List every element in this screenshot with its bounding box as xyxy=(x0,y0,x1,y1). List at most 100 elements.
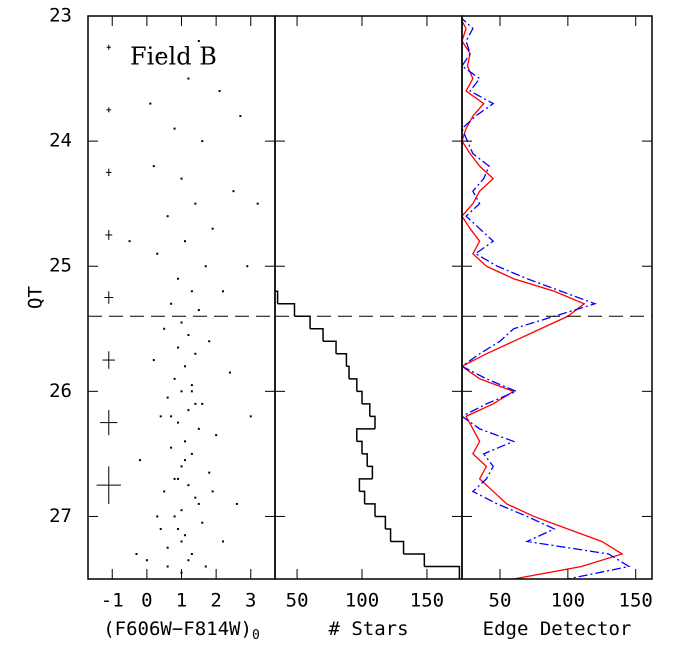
point xyxy=(187,484,190,487)
x-tick-label: 150 xyxy=(410,590,444,612)
point xyxy=(152,359,155,362)
point xyxy=(197,309,200,312)
x-tick-label: 100 xyxy=(345,590,379,612)
point xyxy=(190,390,193,393)
point xyxy=(190,384,193,387)
point xyxy=(222,290,225,293)
point xyxy=(194,496,197,499)
point xyxy=(145,559,148,562)
point xyxy=(180,390,183,393)
point xyxy=(194,352,197,355)
y-tick-label: 25 xyxy=(49,255,72,277)
histogram-step xyxy=(385,528,392,542)
point xyxy=(204,265,207,268)
histogram-step xyxy=(294,315,311,329)
point xyxy=(222,540,225,543)
panel-frame xyxy=(461,15,653,580)
histogram-step xyxy=(243,166,244,179)
y-tick-label: 26 xyxy=(49,380,72,402)
histogram-step xyxy=(261,266,264,279)
point xyxy=(173,127,176,130)
x-axis-label-text: Edge Detector xyxy=(483,618,632,640)
panel-frame xyxy=(274,15,463,580)
point xyxy=(201,521,204,524)
point xyxy=(204,565,207,568)
histogram-step xyxy=(236,141,240,154)
histogram-step xyxy=(362,403,371,417)
point xyxy=(187,334,190,337)
point xyxy=(149,102,152,105)
histogram-step xyxy=(323,340,337,354)
x-tick-label: -1 xyxy=(101,590,124,612)
y-tick-label: 27 xyxy=(49,505,72,527)
histogram-step xyxy=(256,241,259,254)
point xyxy=(208,471,211,474)
point xyxy=(232,190,235,193)
x-axis-label-text: (F606W−F814W) xyxy=(103,618,252,640)
point xyxy=(180,465,183,468)
point xyxy=(166,215,169,218)
x-tick-label: 2 xyxy=(210,590,221,612)
x-tick-label: 50 xyxy=(489,590,512,612)
histogram-step xyxy=(263,279,268,292)
point xyxy=(197,502,200,505)
point xyxy=(211,227,214,230)
point xyxy=(177,277,180,280)
histogram-step xyxy=(235,116,238,129)
histogram-step xyxy=(277,303,296,317)
point xyxy=(190,290,193,293)
y-tick-label: 24 xyxy=(49,130,72,152)
point xyxy=(246,265,249,268)
histogram-step xyxy=(358,478,373,492)
panel xyxy=(462,17,631,579)
point xyxy=(197,427,200,430)
point xyxy=(187,77,190,80)
y-tick-label: 23 xyxy=(49,5,72,27)
x-tick-label: 100 xyxy=(551,590,585,612)
histogram-step xyxy=(236,129,237,142)
histogram-step xyxy=(349,378,358,392)
histogram-step xyxy=(240,154,243,167)
point xyxy=(180,321,183,324)
point xyxy=(183,440,186,443)
histogram-step xyxy=(356,428,375,442)
point xyxy=(187,409,190,412)
point xyxy=(256,202,259,205)
histogram-step xyxy=(403,553,426,567)
point xyxy=(187,559,190,562)
point xyxy=(249,415,252,418)
histogram-step xyxy=(359,490,366,504)
histogram-step xyxy=(364,503,376,517)
point xyxy=(183,534,186,537)
point xyxy=(180,540,183,543)
point xyxy=(128,240,131,243)
histogram-step xyxy=(369,415,376,429)
point xyxy=(201,140,204,143)
x-tick-label: 0 xyxy=(141,590,152,612)
edge-line xyxy=(462,19,624,579)
histogram-step xyxy=(252,229,256,242)
edge-line xyxy=(462,17,631,579)
point xyxy=(190,552,193,555)
point xyxy=(197,40,200,43)
point xyxy=(166,546,169,549)
point xyxy=(159,527,162,530)
histogram-step xyxy=(367,465,374,479)
histogram-step xyxy=(346,365,350,379)
x-tick-label: 3 xyxy=(245,590,256,612)
point xyxy=(183,240,186,243)
point xyxy=(173,515,176,518)
point xyxy=(208,340,211,343)
histogram-step xyxy=(356,440,363,454)
point xyxy=(166,396,169,399)
point xyxy=(183,365,186,368)
point xyxy=(135,552,138,555)
histogram-step xyxy=(275,290,279,304)
histogram-step xyxy=(336,353,348,367)
point xyxy=(173,377,176,380)
point xyxy=(173,477,176,480)
point xyxy=(159,415,162,418)
point xyxy=(177,346,180,349)
panel-frame xyxy=(87,15,276,580)
